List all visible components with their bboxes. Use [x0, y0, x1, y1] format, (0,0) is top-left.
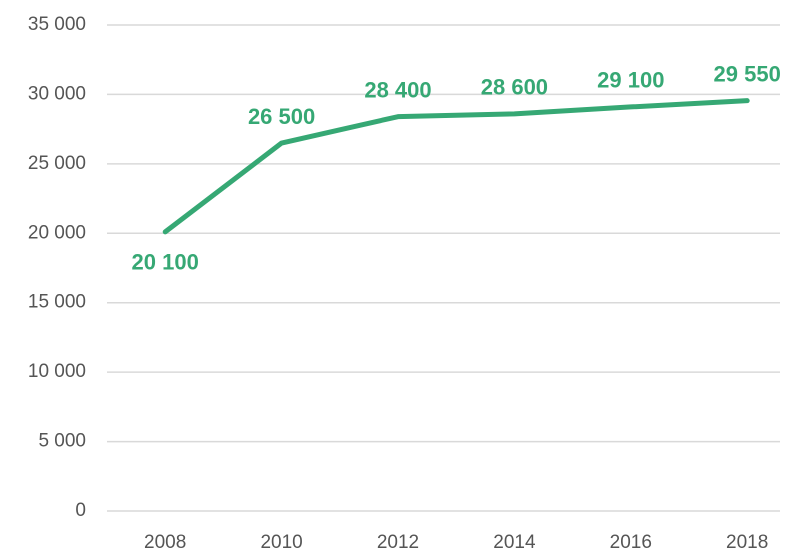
x-tick-label: 2008 — [144, 532, 186, 553]
x-tick-label: 2014 — [493, 532, 536, 553]
data-label: 28 600 — [481, 75, 548, 100]
x-tick-label: 2012 — [377, 532, 419, 553]
x-tick-label: 2010 — [260, 532, 302, 553]
y-tick-label: 25 000 — [28, 153, 86, 174]
line — [162, 98, 750, 235]
y-tick-label: 30 000 — [28, 83, 86, 104]
y-tick-label: 5 000 — [38, 431, 86, 452]
data-label: 28 400 — [364, 77, 431, 102]
y-tick-label: 15 000 — [28, 292, 86, 313]
data-label: 29 100 — [597, 68, 664, 93]
y-tick-label: 20 000 — [28, 222, 86, 243]
x-tick-label: 2018 — [726, 532, 768, 553]
data-label: 29 550 — [714, 61, 781, 86]
y-tick-label: 10 000 — [28, 361, 86, 382]
y-tick-label: 0 — [75, 500, 86, 521]
x-tick-label: 2016 — [610, 532, 652, 553]
data-label: 26 500 — [248, 104, 315, 129]
data-label: 20 100 — [132, 250, 199, 275]
y-tick-label: 35 000 — [28, 14, 86, 35]
